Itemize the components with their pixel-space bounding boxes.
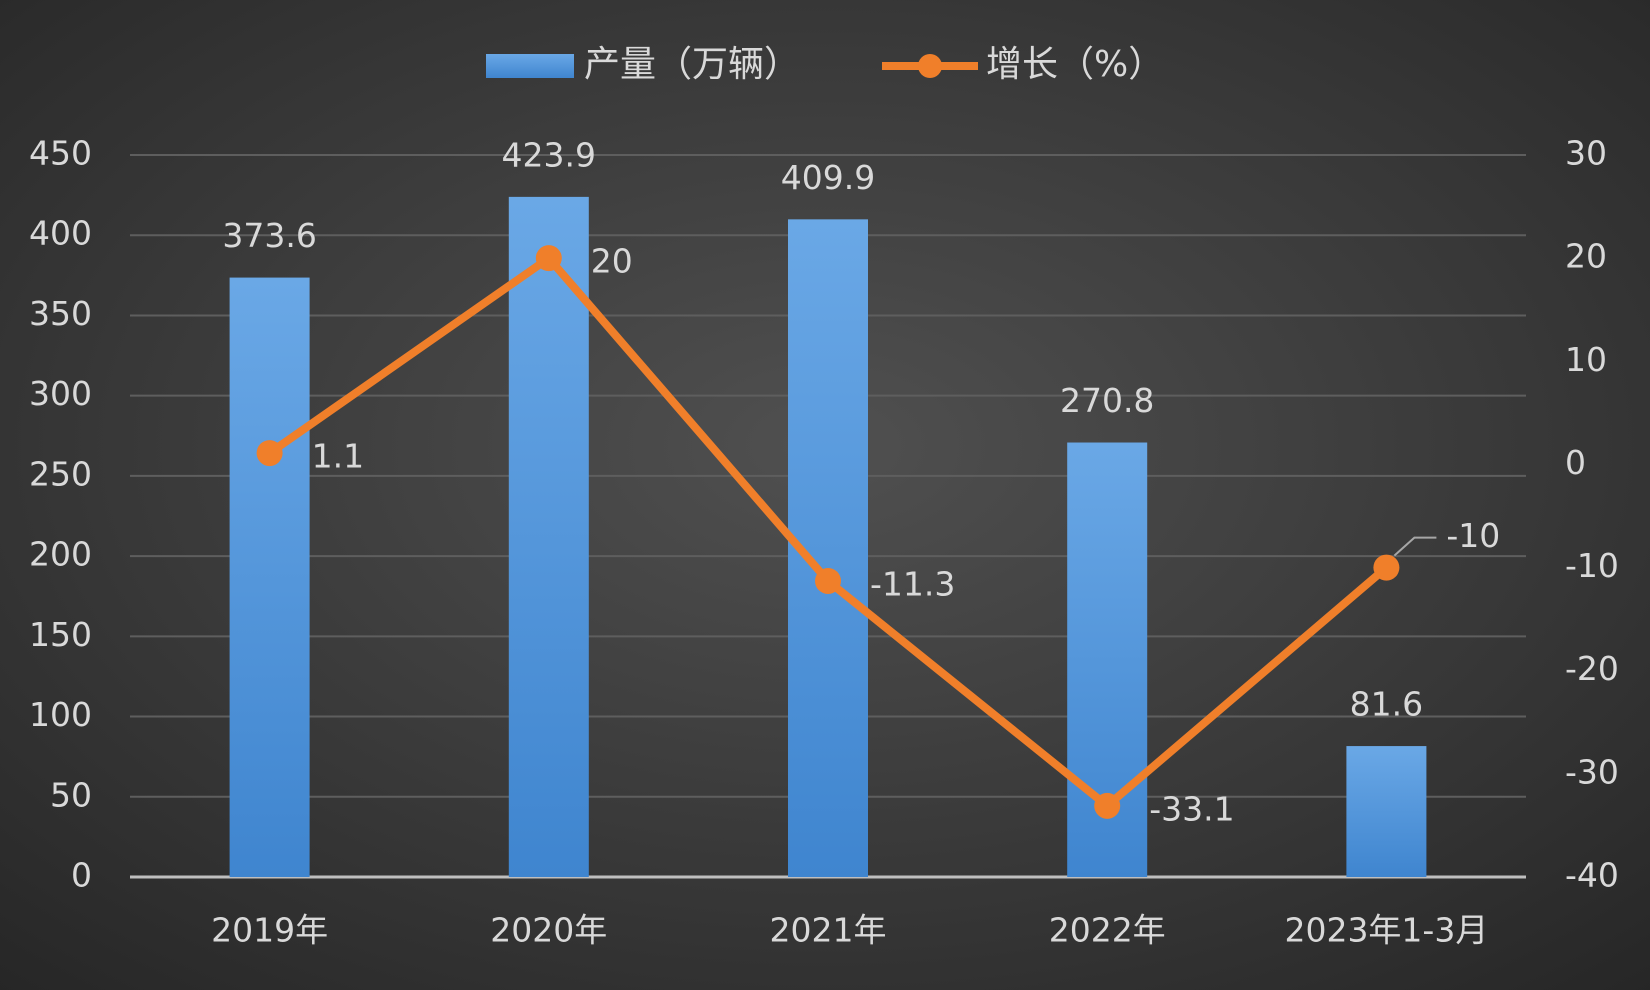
bar [229, 277, 310, 877]
y2-tick-label: -30 [1565, 752, 1619, 791]
y2-tick-label: 20 [1565, 237, 1607, 276]
data-label: 81.6 [1350, 685, 1423, 724]
line-point [256, 440, 283, 467]
data-label: -10 [1446, 516, 1500, 555]
data-label: 1.1 [312, 437, 364, 476]
data-label: -11.3 [870, 564, 955, 603]
line-point [535, 245, 562, 272]
y-tick-label: 200 [29, 535, 92, 574]
data-label: 409.9 [781, 158, 875, 197]
y-tick-label: 350 [29, 294, 92, 333]
x-tick-label: 2019年 [211, 911, 328, 950]
y2-tick-label: 30 [1565, 134, 1607, 173]
line-point [1373, 554, 1400, 581]
y-tick-label: 300 [29, 374, 92, 413]
x-tick-label: 2023年1-3月 [1284, 911, 1488, 950]
y-tick-label: 50 [50, 775, 92, 814]
legend-label: 产量（万辆） [584, 44, 800, 85]
data-label: 423.9 [502, 135, 596, 174]
line-point [815, 567, 841, 594]
data-label: 20 [591, 242, 633, 281]
data-label: 373.6 [222, 216, 316, 255]
y2-tick-label: -10 [1565, 546, 1619, 585]
y-tick-label: 400 [29, 214, 92, 253]
x-tick-label: 2022年 [1049, 911, 1166, 950]
bar [1346, 746, 1427, 877]
data-label: -33.1 [1149, 789, 1234, 828]
bar [508, 196, 589, 878]
leader-line [1393, 536, 1437, 557]
y-tick-label: 450 [29, 134, 92, 173]
y-tick-label: 0 [71, 856, 92, 895]
y2-tick-label: 10 [1565, 340, 1607, 379]
y-tick-label: 100 [29, 695, 92, 734]
legend-swatch-point [918, 54, 942, 78]
x-tick-label: 2021年 [770, 911, 887, 950]
y2-tick-label: -40 [1565, 856, 1619, 895]
legend-label: 增长（%） [986, 44, 1164, 85]
y-tick-label: 250 [29, 454, 92, 493]
y2-tick-label: 0 [1565, 443, 1586, 482]
legend-swatch [486, 54, 574, 78]
y-tick-label: 150 [29, 615, 92, 654]
data-label: 270.8 [1060, 381, 1154, 420]
x-tick-label: 2020年 [490, 911, 607, 950]
y2-tick-label: -20 [1565, 649, 1619, 688]
line-point [1094, 792, 1121, 819]
